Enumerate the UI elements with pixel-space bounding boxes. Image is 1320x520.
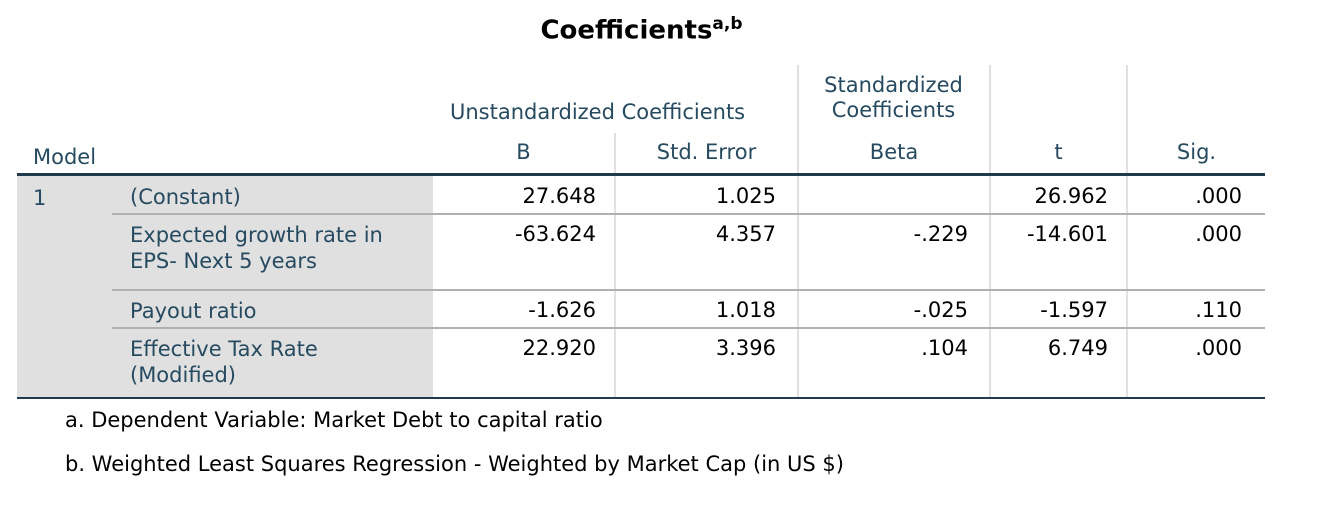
footnote-b: b. Weighted Least Squares Regression - W… — [65, 452, 844, 476]
title-footnote-refs: a,b — [712, 14, 743, 34]
header-standardized-line1: Standardized — [824, 73, 963, 97]
cell-se: 1.018 — [715, 298, 776, 322]
cell-se: 1.025 — [715, 184, 776, 208]
header-b: B — [516, 140, 531, 164]
header-model: Model — [33, 145, 97, 169]
cell-b: 22.920 — [522, 336, 596, 360]
title-text: Coefficients — [540, 15, 713, 46]
cell-sig: .000 — [1195, 184, 1242, 208]
header-unstandardized: Unstandardized Coefficients — [450, 100, 746, 124]
row-label: Effective Tax Rate (Modified) — [130, 337, 318, 387]
footnote-a: a. Dependent Variable: Market Debt to ca… — [65, 408, 603, 432]
cell-t: -14.601 — [1026, 222, 1108, 246]
row-label: Expected growth rate in EPS- Next 5 year… — [130, 223, 383, 273]
header-sig: Sig. — [1176, 140, 1217, 164]
row-label: (Constant) — [130, 185, 241, 209]
cell-sig: .110 — [1195, 298, 1242, 322]
divider — [614, 133, 616, 398]
cell-beta: -.025 — [913, 298, 968, 322]
header-std-error: Std. Error — [656, 140, 757, 164]
bottom-rule — [17, 397, 1265, 399]
cell-se: 4.357 — [715, 222, 776, 246]
cell-t: 6.749 — [1047, 336, 1108, 360]
cell-b: -1.626 — [528, 298, 596, 322]
cell-se: 3.396 — [715, 336, 776, 360]
row-divider — [112, 327, 1265, 329]
model-number: 1 — [33, 186, 47, 210]
cell-sig: .000 — [1195, 222, 1242, 246]
header-standardized: Standardized Coefficients — [798, 73, 989, 123]
header-rule — [17, 173, 1265, 176]
header-standardized-line2: Coefficients — [831, 98, 956, 122]
divider — [989, 65, 991, 398]
divider — [1126, 65, 1128, 398]
row-divider — [112, 213, 1265, 215]
header-beta: Beta — [869, 140, 919, 164]
cell-beta: .104 — [921, 336, 968, 360]
table-title: Coefficientsa,b — [0, 14, 1283, 46]
cell-b: -63.624 — [514, 222, 596, 246]
row-divider — [112, 289, 1265, 291]
cell-t: -1.597 — [1040, 298, 1108, 322]
divider — [797, 65, 799, 398]
cell-beta: -.229 — [913, 222, 968, 246]
cell-t: 26.962 — [1034, 184, 1108, 208]
cell-b: 27.648 — [522, 184, 596, 208]
row-label: Payout ratio — [130, 299, 257, 323]
header-t: t — [1054, 140, 1063, 164]
cell-sig: .000 — [1195, 336, 1242, 360]
